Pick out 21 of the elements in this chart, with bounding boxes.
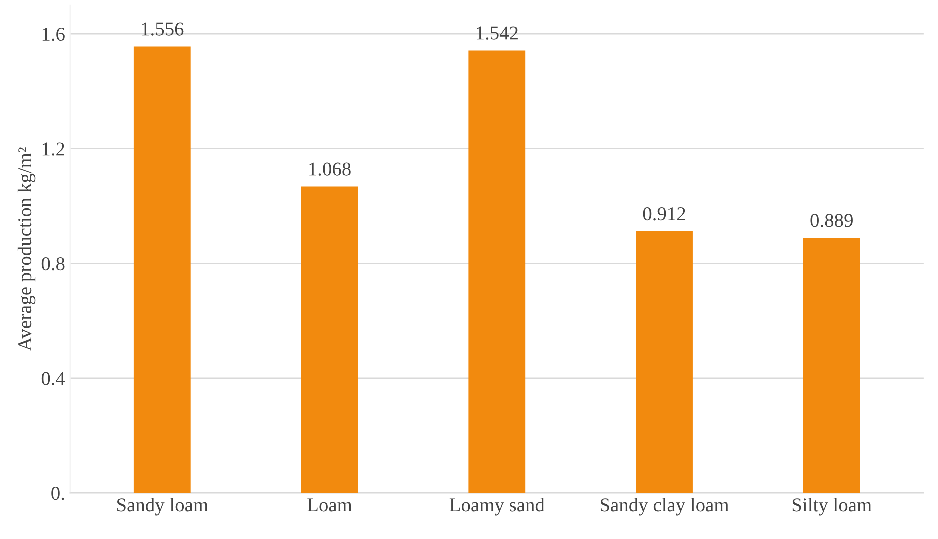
bar (803, 238, 860, 494)
data-label: 1.556 (142, 22, 184, 36)
x-tick-label: Sandy clay loam (601, 498, 729, 516)
x-tick-label: Sandy loam (118, 498, 208, 516)
x-tick-label: Loam (308, 498, 352, 512)
bar (636, 231, 693, 494)
data-label: 0.912 (643, 207, 686, 221)
data-label: 1.542 (476, 26, 518, 40)
bar (134, 46, 191, 494)
y-tick-label: 1.2 (42, 142, 64, 156)
x-tick-label: Silty loam (792, 498, 872, 516)
data-label: 0.889 (810, 214, 853, 228)
x-tick-label: Loamy sand (450, 498, 545, 516)
y-tick-label: 0.8 (42, 257, 65, 271)
y-tick-label: 1.6 (42, 28, 65, 42)
bar (468, 50, 526, 494)
y-tick-label: 0. (52, 487, 64, 500)
data-label: 1.068 (310, 162, 351, 176)
y-tick-label: 0.4 (42, 372, 66, 386)
y-axis-title: Average production kg/m² (18, 148, 36, 352)
bar (301, 186, 358, 494)
